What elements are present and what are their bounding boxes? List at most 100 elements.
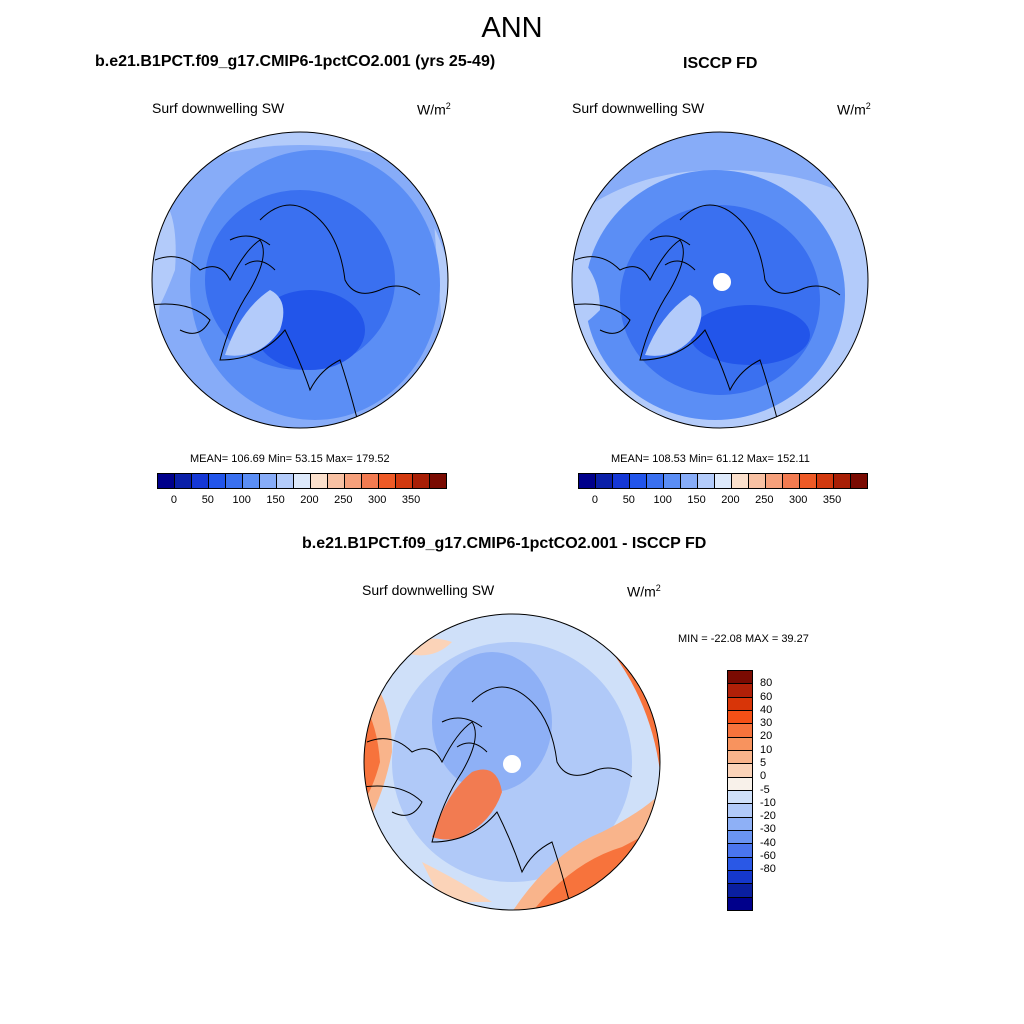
panel-2-units: W/m2 (837, 101, 871, 118)
panel-2-colorbar-swatch (766, 474, 783, 488)
panel-2-colorbar-label: 0 (591, 494, 598, 506)
panel-1-colorbar-swatch (192, 474, 209, 488)
panel-2-colorbar-label: 50 (622, 494, 635, 506)
panel-1-stats: MEAN= 106.69 Min= 53.15 Max= 179.52 (190, 453, 390, 465)
panel-2-stats: MEAN= 108.53 Min= 61.12 Max= 152.11 (611, 453, 810, 465)
panel-2-subtitle: Surf downwelling SW (572, 100, 705, 116)
panel-2-colorbar-swatch (817, 474, 834, 488)
panel-2-colorbar-swatch (783, 474, 800, 488)
panel-2-colorbar-label: 100 (653, 494, 672, 506)
panel-1-colorbar-swatch (294, 474, 311, 488)
panel-3-colorbar-swatch (728, 671, 752, 685)
panel-3-colorbar-swatch (728, 764, 752, 778)
panel-3-colorbar-swatch (728, 897, 752, 910)
panel-2-colorbar-swatch (732, 474, 749, 488)
panel-1-colorbar-swatch (277, 474, 294, 488)
panel-2-colorbar-swatch (579, 474, 596, 488)
panel-1-colorbar-labels: 0 50 100 150 200 250 300 350 (157, 494, 445, 508)
panel-3-colorbar-label: -10 (760, 796, 776, 809)
panel-1-subtitle: Surf downwelling SW (152, 100, 285, 116)
panel-3-colorbar-swatch (728, 884, 752, 898)
panel-3-colorbar-label: 40 (760, 703, 773, 716)
panel-3-subtitle: Surf downwelling SW (362, 582, 495, 598)
panel-3-colorbar-swatch (728, 724, 752, 738)
panel-2-colorbar-swatch (664, 474, 681, 488)
panel-2-colorbar-swatch (800, 474, 817, 488)
panel-2-colorbar-swatch (698, 474, 715, 488)
panel-2-title: ISCCP FD (683, 55, 758, 72)
panel-3-colorbar-label: -60 (760, 849, 776, 862)
panel-3-title: b.e21.B1PCT.f09_g17.CMIP6-1pctCO2.001 - … (302, 535, 707, 552)
panel-1-colorbar-swatch (413, 474, 430, 488)
panel-2-colorbar-label: 300 (789, 494, 808, 506)
panel-3-colorbar-label: 10 (760, 743, 773, 756)
main-title: ANN (481, 12, 543, 44)
panel-3-map (363, 613, 661, 911)
panel-1-title: b.e21.B1PCT.f09_g17.CMIP6-1pctCO2.001 (y… (95, 53, 496, 70)
panel-3-stats: MIN = -22.08 MAX = 39.27 (678, 633, 809, 645)
panel-1-colorbar-label: 200 (300, 494, 319, 506)
panel-2-colorbar-swatch (647, 474, 664, 488)
panel-2-map (571, 131, 869, 429)
panel-3-units: W/m2 (627, 583, 661, 600)
panel-1-colorbar-swatch (328, 474, 345, 488)
panel-1-colorbar-swatch (243, 474, 260, 488)
panel-3-colorbar-label: -80 (760, 863, 776, 876)
panel-1-map (151, 131, 449, 429)
panel-2-colorbar (578, 473, 868, 489)
panel-1-colorbar-label: 0 (170, 494, 177, 506)
panel-2-colorbar-label: 250 (755, 494, 774, 506)
panel-1-colorbar-swatch (430, 474, 446, 488)
panel-3-colorbar-label: 20 (760, 730, 773, 743)
panel-2-colorbar-swatch (681, 474, 698, 488)
panel-2-colorbar-label: 150 (687, 494, 706, 506)
panel-3-colorbar-swatch (728, 830, 752, 845)
panel-1-colorbar-swatch (226, 474, 243, 488)
panel-2-colorbar-swatch (715, 474, 732, 488)
panel-2-colorbar-swatch (613, 474, 630, 488)
panel-2-colorbar-swatch (630, 474, 647, 488)
panel-3-colorbar-label: 0 (760, 770, 767, 783)
panel-3-colorbar-swatch (728, 710, 752, 725)
panel-1-colorbar-swatch (175, 474, 192, 488)
panel-2-colorbar-label: 350 (822, 494, 842, 506)
panel-3-colorbar-swatch (728, 857, 752, 871)
panel-2-colorbar-swatch (851, 474, 867, 488)
panel-1-colorbar-label: 350 (401, 494, 421, 506)
panel-1-colorbar-swatch (396, 474, 413, 488)
panel-3-colorbar-label: 80 (760, 677, 773, 690)
panel-3-colorbar-label: 60 (760, 690, 773, 703)
panel-1-colorbar-label: 300 (368, 494, 387, 506)
panel-2-colorbar-labels: 0 50 100 150 200 250 300 350 (578, 494, 866, 508)
panel-3-colorbar-swatch (728, 750, 752, 765)
panel-3-colorbar-label: -40 (760, 836, 776, 849)
panel-1-units: W/m2 (417, 101, 451, 118)
panel-1-colorbar-label: 100 (232, 494, 251, 506)
panel-3-colorbar-swatch (728, 870, 752, 885)
panel-1-colorbar-swatch (379, 474, 396, 488)
panel-3-colorbar-label: 5 (760, 756, 767, 769)
panel-1-colorbar-swatch (362, 474, 379, 488)
panel-1-colorbar-swatch (209, 474, 226, 488)
panel-1-colorbar-swatch (260, 474, 277, 488)
panel-1-colorbar-label: 250 (334, 494, 353, 506)
panel-2-colorbar-swatch (596, 474, 613, 488)
panel-3-colorbar-swatch (728, 684, 752, 698)
panel-1-colorbar-label: 50 (201, 494, 214, 506)
panel-3-colorbar-label: -20 (760, 810, 776, 823)
panel-3-colorbar (727, 670, 753, 911)
panel-1-colorbar-label: 150 (266, 494, 285, 506)
panel-3-colorbar-swatch (728, 777, 752, 791)
panel-1-colorbar-swatch (158, 474, 175, 488)
panel-1-colorbar (157, 473, 447, 489)
panel-3-colorbar-label: 30 (760, 717, 773, 730)
panel-3-colorbar-swatch (728, 737, 752, 751)
panel-3-colorbar-label: -30 (760, 823, 776, 836)
panel-3-colorbar-swatch (728, 790, 752, 805)
panel-2-colorbar-label: 200 (721, 494, 740, 506)
panel-1-colorbar-swatch (311, 474, 328, 488)
panel-3-colorbar-swatch (728, 817, 752, 831)
panel-2-colorbar-swatch (749, 474, 766, 488)
panel-1-colorbar-swatch (345, 474, 362, 488)
panel-3-colorbar-labels: 80 60 40 30 20 10 5 0 -5 -10 -20 -30 -40 -60 -80 (760, 670, 800, 909)
